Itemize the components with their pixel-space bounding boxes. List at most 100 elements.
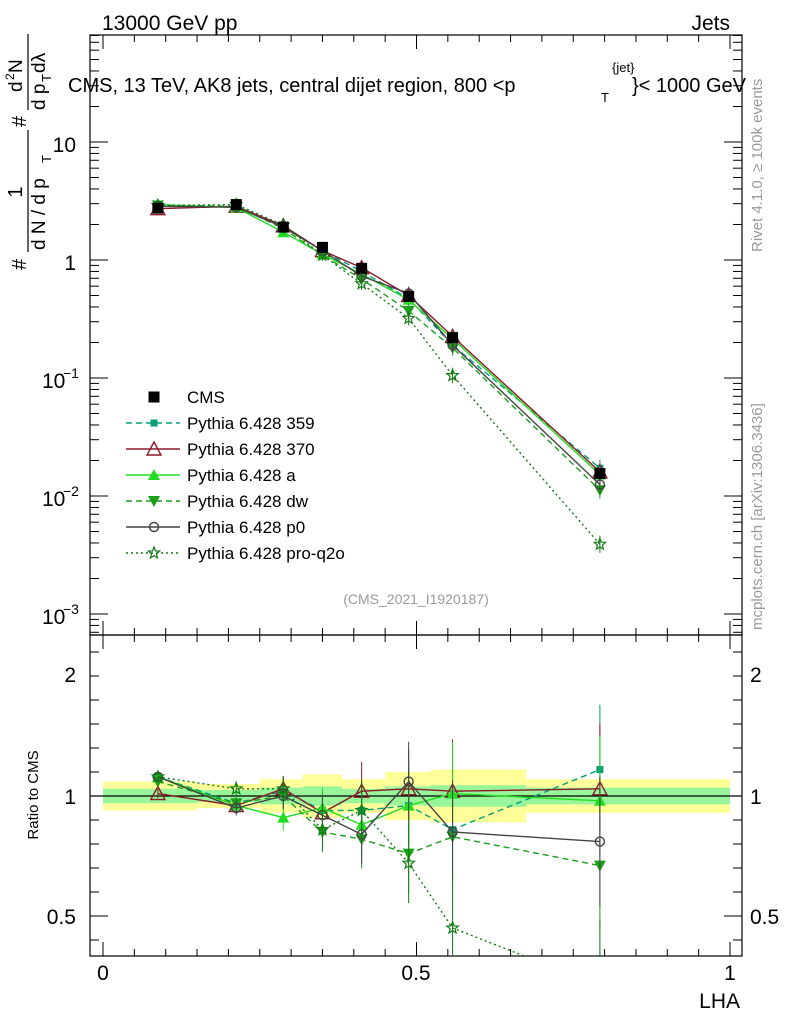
header-left: 13000 GeV pp [102, 12, 237, 35]
series-point [315, 247, 330, 262]
legend-label-359: Pythia 6.428 359 [187, 414, 315, 433]
x-tick-labels: 0 0.5 1 [97, 962, 736, 985]
svg-text:T: T [39, 74, 54, 82]
header-right: Jets [691, 12, 730, 35]
cms-data-point [403, 291, 415, 303]
ratio-axis-ticks [90, 635, 742, 956]
series-line-Pythia 6.428 a [157, 203, 601, 476]
y-tick-label-1e-2: 10 −2 [42, 483, 79, 511]
cms-data-point [356, 262, 368, 274]
legend-symbol-cms [148, 391, 160, 403]
svg-text:−2: −2 [63, 483, 79, 499]
ratio-y-tick-right-1: 1 [750, 786, 762, 809]
ratio-point [401, 855, 416, 870]
ratio-point [447, 826, 458, 838]
ratio-series-layer [149, 704, 609, 991]
svg-text:1: 1 [5, 186, 27, 197]
series-point [445, 367, 460, 382]
cms-data-point [230, 199, 242, 211]
ratio-uncertainty-bands [90, 769, 742, 823]
legend-label-cms: CMS [187, 388, 225, 407]
series-line-Pythia 6.428 pro-q2o [157, 203, 601, 545]
svg-text:T: T [39, 155, 54, 163]
svg-text:10: 10 [42, 606, 65, 629]
ratio-y-tick-0.5: 0.5 [47, 906, 76, 929]
ratio-line-Pythia 6.428 p0 [157, 776, 600, 843]
legend-marker-Pythia 6.428 p0 [148, 521, 160, 533]
plot-title-subscript: T [601, 90, 609, 105]
ratio-y-tick-right-0.5: 0.5 [750, 906, 779, 929]
ratio-point [277, 811, 290, 823]
ratio-point [149, 785, 167, 801]
analysis-id-watermark: (CMS_2021_I1920187) [343, 591, 489, 607]
y-tick-label-1: 1 [64, 252, 76, 275]
legend-label-370: Pythia 6.428 370 [187, 440, 315, 459]
legend-marker-Pythia 6.428 pro-q2o [146, 545, 162, 560]
rivet-label: Rivet 4.1.0, ≥ 100k events [749, 79, 766, 252]
svg-text:#: # [9, 258, 31, 270]
y-tick-label-1e-1: 10 −1 [42, 365, 79, 393]
main-y-tick-labels: 10 1 10 −1 10 −2 10 −3 [42, 134, 79, 629]
legend-marker-Pythia 6.428 359 [150, 419, 158, 427]
legend-label-dw: Pythia 6.428 dw [187, 492, 309, 511]
y-tick-label-10: 10 [53, 134, 76, 157]
svg-text:d: d [6, 81, 27, 92]
svg-text:dλ: dλ [29, 52, 50, 73]
ratio-point [354, 802, 369, 817]
ratio-clipped-series [149, 704, 609, 991]
ratio-point [594, 980, 605, 991]
ratio-point [276, 781, 291, 796]
legend: CMS Pythia 6.428 359 Pythia 6.428 370 Py… [126, 388, 345, 563]
ratio-point [403, 776, 414, 787]
cms-data-point [152, 202, 164, 214]
series-point [401, 310, 416, 325]
legend-label-p0: Pythia 6.428 p0 [187, 518, 305, 537]
svg-text:−1: −1 [63, 365, 79, 381]
ratio-y-tick-1: 1 [64, 786, 76, 809]
x-axis-label: LHA [699, 990, 740, 1013]
series-point [592, 536, 608, 551]
x-tick-0.5: 0.5 [401, 962, 430, 985]
svg-text:d p: d p [29, 84, 50, 110]
ratio-line-Pythia 6.428 359 [157, 768, 601, 831]
plot-title: CMS, 13 TeV, AK8 jets, central dijet reg… [68, 60, 747, 105]
svg-text:#: # [9, 115, 31, 127]
ratio-point [228, 781, 244, 796]
ratio-line-Pythia 6.428 370 [157, 788, 600, 814]
cms-data-point [447, 332, 459, 344]
cms-data-point [277, 221, 289, 233]
svg-text:d N / d p: d N / d p [29, 178, 50, 250]
svg-text:−3: −3 [63, 601, 79, 617]
mcplots-label: mcplots.cern.ch [arXiv:1306.3436] [749, 403, 766, 630]
svg-text:N: N [6, 59, 27, 73]
cms-data-point [316, 241, 328, 253]
legend-label-a: Pythia 6.428 a [187, 466, 296, 485]
x-tick-0: 0 [97, 962, 109, 985]
series-point [594, 479, 606, 490]
plot-title-main: CMS, 13 TeV, AK8 jets, central dijet reg… [68, 75, 516, 97]
ratio-y-tick-labels: 2 1 0.5 2 1 0.5 [47, 664, 779, 929]
legend-marker-Pythia 6.428 a [148, 469, 160, 480]
ratio-point [594, 836, 606, 847]
main-y-axis-label: # 1 d N / d p T # d 2 N d p T dλ [3, 34, 54, 270]
legend-marker-Pythia 6.428 dw [148, 496, 160, 507]
plot-title-tail: }< 1000 GeV [632, 75, 747, 97]
legend-marker-Pythia 6.428 370 [145, 440, 163, 456]
y-tick-label-1e-3: 10 −3 [42, 601, 79, 629]
ratio-point [150, 769, 166, 784]
svg-text:10: 10 [42, 370, 65, 393]
svg-text:10: 10 [42, 488, 65, 511]
series-line-Pythia 6.428 p0 [157, 205, 601, 486]
ratio-line-Pythia 6.428 dw [157, 780, 601, 867]
series-line-Pythia 6.428 370 [157, 205, 601, 473]
ratio-point [445, 920, 460, 935]
plot-title-superscript: {jet} [612, 60, 635, 75]
x-tick-1: 1 [724, 962, 736, 985]
ratio-y-axis-label: Ratio to CMS [25, 750, 42, 839]
main-axis-ticks [90, 34, 742, 635]
svg-text:2: 2 [3, 73, 17, 80]
legend-label-pro-q2o: Pythia 6.428 pro-q2o [187, 544, 345, 563]
ratio-y-tick-2: 2 [64, 664, 76, 687]
series-line-Pythia 6.428 dw [157, 204, 601, 491]
